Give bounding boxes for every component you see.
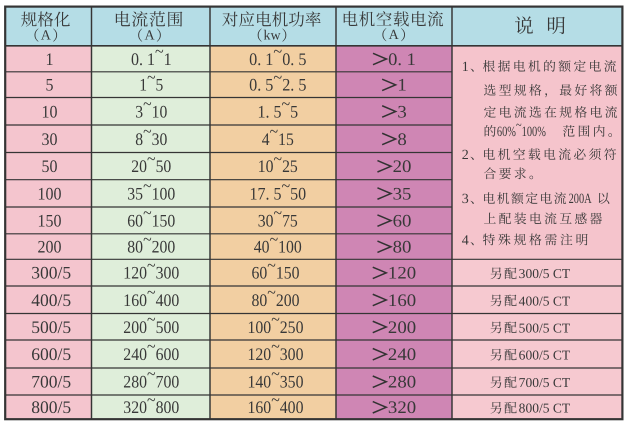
svg-text:35: 35 xyxy=(393,183,412,203)
svg-text:50: 50 xyxy=(42,156,58,176)
svg-text:1: 1 xyxy=(462,60,469,75)
svg-text:80~200: 80~200 xyxy=(252,282,300,310)
svg-text:A: A xyxy=(389,28,400,43)
svg-text:10: 10 xyxy=(42,101,58,121)
svg-text:800/5 CT: 800/5 CT xyxy=(519,401,571,416)
svg-text:600/5: 600/5 xyxy=(31,344,71,364)
svg-text:200: 200 xyxy=(388,317,416,337)
svg-text:280: 280 xyxy=(388,372,416,392)
svg-text:3: 3 xyxy=(462,192,469,207)
svg-text:700/5 CT: 700/5 CT xyxy=(519,375,571,390)
svg-text:80: 80 xyxy=(393,237,412,257)
svg-text:kw: kw xyxy=(263,29,281,44)
svg-text:0. 1: 0. 1 xyxy=(388,49,416,69)
svg-text:320: 320 xyxy=(388,397,416,417)
svg-text:3: 3 xyxy=(397,101,407,121)
svg-text:300/5 CT: 300/5 CT xyxy=(519,266,571,281)
svg-text:400/5: 400/5 xyxy=(31,290,71,310)
svg-text:120: 120 xyxy=(388,263,416,283)
svg-text:60%~100%: 60%~100% xyxy=(497,118,546,140)
svg-text:700/5: 700/5 xyxy=(31,372,71,392)
svg-text:800/5: 800/5 xyxy=(31,397,71,417)
svg-text:1: 1 xyxy=(46,49,54,69)
svg-text:400/5 CT: 400/5 CT xyxy=(519,293,571,308)
svg-text:500/5: 500/5 xyxy=(31,317,71,337)
svg-text:8: 8 xyxy=(397,129,407,149)
svg-text:200: 200 xyxy=(38,237,62,257)
svg-text:60: 60 xyxy=(393,210,412,230)
svg-text:150: 150 xyxy=(38,210,62,230)
svg-text:1: 1 xyxy=(397,75,406,95)
svg-text:200A: 200A xyxy=(569,191,593,207)
svg-text:4: 4 xyxy=(462,233,469,248)
svg-text:30: 30 xyxy=(42,129,58,149)
svg-text:600/5 CT: 600/5 CT xyxy=(519,348,571,363)
svg-text:A: A xyxy=(144,29,155,44)
svg-text:100: 100 xyxy=(38,183,62,203)
svg-text:2: 2 xyxy=(462,148,469,163)
svg-text:160: 160 xyxy=(388,290,416,310)
svg-text:A: A xyxy=(41,29,52,44)
svg-text:5: 5 xyxy=(46,75,54,95)
svg-text:500/5 CT: 500/5 CT xyxy=(519,320,571,335)
svg-text:20: 20 xyxy=(393,156,412,176)
svg-text:240: 240 xyxy=(388,344,416,364)
svg-text:300/5: 300/5 xyxy=(31,263,71,283)
